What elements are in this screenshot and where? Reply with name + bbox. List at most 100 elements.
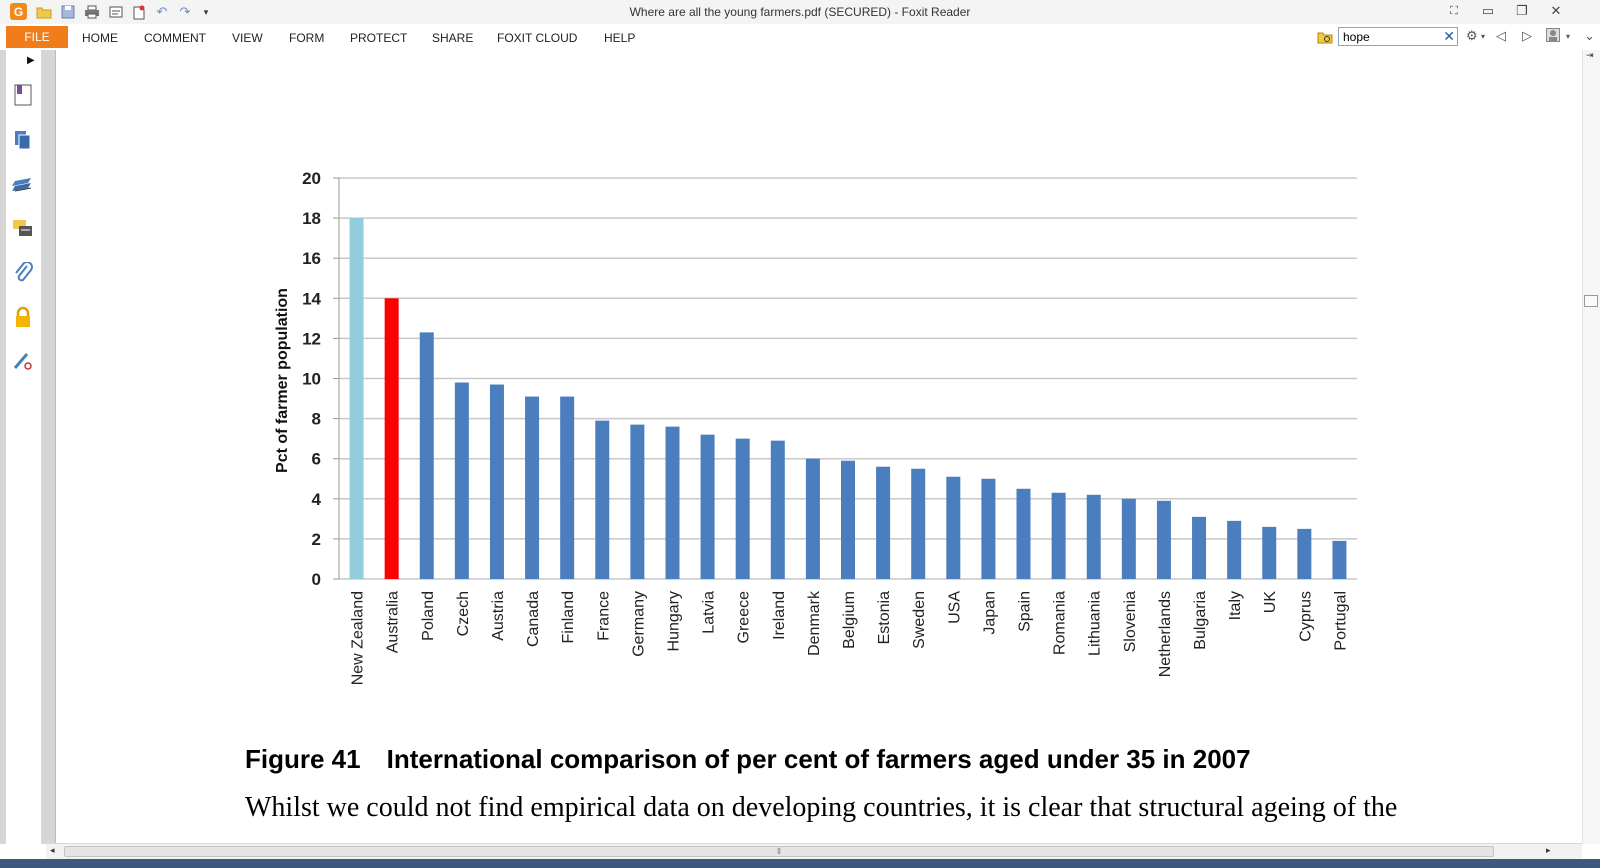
x-tick-label: Netherlands	[1157, 591, 1174, 677]
tab-file[interactable]: FILE	[6, 26, 68, 48]
bar	[1051, 492, 1066, 579]
attachments-icon[interactable]	[12, 262, 34, 284]
vertical-scrollbar[interactable]: ⇥	[1582, 50, 1600, 844]
title-bar: G ↶ ↷ ▾ Where are all the young farmers.…	[0, 0, 1600, 24]
new-document-icon[interactable]	[130, 3, 148, 21]
x-tick-label: Lithuania	[1087, 591, 1104, 656]
minimize-button[interactable]: ▭	[1481, 3, 1495, 18]
bar	[1156, 500, 1171, 579]
comments-icon[interactable]	[12, 218, 34, 240]
y-tick-label: 20	[302, 169, 321, 188]
tab-share[interactable]: SHARE	[432, 31, 474, 45]
close-button[interactable]: ✕	[1550, 3, 1562, 18]
figure-caption-text: International comparison of per cent of …	[386, 744, 1251, 774]
x-tick-label: Denmark	[806, 590, 823, 656]
tab-comment[interactable]: COMMENT	[144, 31, 206, 45]
layers-icon[interactable]	[12, 174, 34, 196]
bar	[1297, 528, 1312, 579]
bar	[876, 466, 891, 579]
y-tick-label: 6	[312, 450, 321, 469]
x-tick-label: France	[595, 591, 612, 641]
expand-panel-icon[interactable]: ▶	[27, 55, 35, 66]
bar	[419, 332, 434, 579]
signatures-icon[interactable]	[12, 350, 34, 372]
bar	[735, 438, 750, 579]
y-tick-label: 4	[312, 490, 322, 509]
x-tick-label: Canada	[525, 591, 542, 647]
x-tick-label: Portugal	[1332, 591, 1349, 651]
search-folder-icon[interactable]	[1316, 28, 1334, 46]
x-tick-label: Slovenia	[1122, 591, 1139, 652]
bar	[1192, 516, 1207, 579]
x-tick-label: Ireland	[771, 591, 788, 640]
y-tick-label: 0	[312, 570, 321, 589]
security-lock-icon[interactable]	[12, 306, 34, 328]
bar	[489, 384, 504, 579]
panel-splitter[interactable]	[42, 50, 56, 844]
vertical-scroll-thumb[interactable]	[1584, 295, 1598, 307]
x-tick-label: Sweden	[911, 591, 928, 649]
tab-form[interactable]: FORM	[289, 31, 325, 45]
bookmarks-icon[interactable]	[12, 84, 34, 106]
undo-icon[interactable]: ↶	[156, 4, 168, 19]
properties-icon[interactable]	[107, 3, 125, 21]
figure-caption: Figure 41 International comparison of per…	[245, 744, 1251, 775]
x-tick-label: Spain	[1017, 591, 1034, 632]
bar	[349, 218, 364, 579]
redo-icon[interactable]: ↷	[179, 4, 191, 19]
bar	[1121, 498, 1136, 579]
x-tick-label: Estonia	[876, 591, 893, 644]
left-edge	[0, 50, 6, 844]
bar-chart: 0 2 4 6 8 10 12 14 16 18 20 Pct of farmer populatio…	[274, 169, 1357, 685]
scroll-up-arrow-icon[interactable]: ⇥	[1586, 50, 1594, 60]
x-tick-label: Austria	[490, 591, 507, 641]
settings-gear-icon[interactable]: ⚙	[1466, 28, 1478, 43]
y-tick-label: 2	[312, 530, 321, 549]
x-tick-label: Belgium	[841, 591, 858, 649]
bar	[384, 298, 399, 579]
pages-thumbnails-icon[interactable]	[12, 129, 34, 151]
x-tick-label: Poland	[420, 591, 437, 641]
tab-protect[interactable]: PROTECT	[350, 31, 408, 45]
search-previous-icon[interactable]: ◁	[1496, 28, 1506, 43]
x-tick-label: Czech	[455, 591, 472, 636]
horizontal-scroll-thumb[interactable]: ⦀	[64, 846, 1494, 857]
clear-search-icon[interactable]: ✕	[1443, 28, 1455, 44]
scroll-left-arrow-icon[interactable]: ◂	[50, 845, 55, 855]
settings-dropdown-icon[interactable]: ▾	[1481, 32, 1486, 41]
bar	[665, 426, 680, 579]
tab-foxit-cloud[interactable]: FOXIT CLOUD	[497, 31, 578, 45]
bar	[841, 460, 855, 579]
print-icon[interactable]	[83, 3, 101, 21]
search-next-icon[interactable]: ▷	[1522, 28, 1532, 43]
y-tick-label: 10	[302, 370, 321, 389]
x-tick-label: Latvia	[701, 591, 718, 634]
save-icon[interactable]	[59, 3, 77, 21]
bar	[911, 468, 926, 579]
tab-view[interactable]: VIEW	[232, 31, 263, 45]
x-tick-label: Italy	[1227, 591, 1244, 620]
tab-home[interactable]: HOME	[82, 31, 118, 45]
x-tick-label: Greece	[736, 591, 753, 644]
collapse-ribbon-icon[interactable]: ⌄	[1584, 28, 1595, 43]
y-tick-label: 12	[302, 329, 321, 348]
foxit-logo-icon[interactable]: G	[10, 3, 27, 20]
user-account-icon[interactable]	[1546, 28, 1560, 45]
customize-toolbar-icon[interactable]: ▾	[203, 6, 209, 17]
restore-button[interactable]: ❐	[1516, 3, 1528, 18]
search-input[interactable]	[1339, 28, 1435, 46]
scroll-right-arrow-icon[interactable]: ▸	[1546, 845, 1551, 855]
open-folder-icon[interactable]	[35, 3, 53, 21]
document-viewport: 0 2 4 6 8 10 12 14 16 18 20 Pct of farmer populatio…	[57, 50, 1581, 844]
x-tick-label: Japan	[981, 591, 998, 635]
fullscreen-icon[interactable]: ⛶	[1450, 4, 1458, 17]
x-tick-label: Hungary	[665, 591, 682, 651]
horizontal-scrollbar[interactable]: ◂ ⦀ ▸	[46, 843, 1582, 859]
y-axis-label: Pct of farmer population	[274, 288, 291, 473]
window-title: Where are all the young farmers.pdf (SEC…	[629, 5, 971, 19]
account-dropdown-icon[interactable]: ▾	[1566, 32, 1571, 41]
bar	[1086, 494, 1101, 579]
tab-help[interactable]: HELP	[604, 31, 636, 45]
y-tick-label: 14	[302, 289, 321, 308]
